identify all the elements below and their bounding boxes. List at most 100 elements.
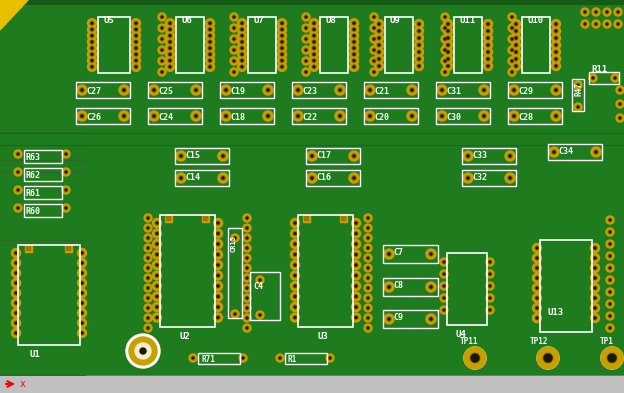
Circle shape	[160, 59, 163, 63]
Circle shape	[366, 276, 370, 280]
Circle shape	[536, 307, 538, 309]
Circle shape	[508, 57, 516, 65]
Circle shape	[489, 261, 491, 263]
Circle shape	[581, 20, 589, 28]
Circle shape	[134, 46, 138, 50]
Circle shape	[64, 152, 68, 156]
Circle shape	[15, 262, 17, 264]
Circle shape	[373, 38, 375, 40]
Circle shape	[552, 150, 556, 154]
Circle shape	[609, 255, 611, 257]
Circle shape	[351, 313, 361, 322]
Circle shape	[486, 29, 490, 33]
Circle shape	[241, 41, 243, 43]
Circle shape	[552, 20, 560, 29]
Text: C32: C32	[472, 173, 487, 182]
Circle shape	[233, 27, 235, 29]
Circle shape	[280, 28, 284, 31]
Circle shape	[418, 58, 420, 60]
Circle shape	[443, 26, 447, 30]
Circle shape	[87, 56, 97, 65]
Circle shape	[146, 316, 150, 320]
Circle shape	[216, 242, 220, 246]
Circle shape	[246, 307, 248, 309]
Circle shape	[280, 65, 284, 69]
Circle shape	[155, 316, 159, 320]
Circle shape	[512, 114, 516, 118]
Circle shape	[592, 8, 600, 16]
Circle shape	[156, 316, 158, 318]
Circle shape	[165, 50, 175, 59]
Circle shape	[205, 50, 215, 59]
Circle shape	[536, 267, 538, 269]
Circle shape	[180, 155, 182, 157]
Circle shape	[441, 35, 449, 43]
Circle shape	[366, 216, 370, 220]
Circle shape	[153, 115, 155, 117]
Circle shape	[486, 64, 490, 68]
Circle shape	[241, 28, 243, 30]
Circle shape	[335, 111, 345, 121]
Circle shape	[608, 278, 612, 282]
Circle shape	[243, 274, 251, 282]
Circle shape	[87, 50, 97, 59]
Circle shape	[335, 85, 345, 95]
Circle shape	[77, 318, 87, 327]
Circle shape	[364, 244, 372, 252]
Circle shape	[62, 186, 70, 194]
Circle shape	[64, 206, 68, 210]
Circle shape	[352, 28, 356, 31]
Circle shape	[515, 58, 517, 60]
Circle shape	[87, 31, 97, 40]
Circle shape	[367, 267, 369, 269]
Circle shape	[609, 291, 611, 293]
Circle shape	[258, 313, 262, 317]
Circle shape	[87, 44, 97, 53]
Circle shape	[310, 176, 314, 180]
Circle shape	[134, 40, 138, 44]
Circle shape	[444, 40, 452, 50]
Circle shape	[446, 50, 450, 54]
Circle shape	[259, 314, 261, 316]
Circle shape	[15, 332, 17, 334]
Circle shape	[513, 89, 515, 91]
Circle shape	[553, 114, 558, 118]
Circle shape	[430, 286, 432, 288]
Circle shape	[515, 23, 517, 25]
Circle shape	[230, 46, 238, 54]
Circle shape	[443, 273, 445, 275]
Circle shape	[135, 47, 137, 49]
Circle shape	[90, 52, 94, 56]
Circle shape	[246, 217, 248, 219]
Circle shape	[515, 44, 517, 46]
Circle shape	[515, 51, 517, 53]
Text: C25: C25	[158, 87, 173, 96]
Bar	[320, 17, 348, 73]
Circle shape	[510, 15, 514, 19]
Circle shape	[441, 13, 449, 21]
Circle shape	[414, 20, 424, 29]
Circle shape	[81, 89, 83, 91]
Circle shape	[293, 111, 303, 121]
Circle shape	[256, 311, 264, 319]
Circle shape	[146, 296, 150, 300]
Circle shape	[158, 68, 166, 76]
Circle shape	[352, 34, 356, 38]
Circle shape	[134, 34, 138, 38]
Circle shape	[14, 261, 18, 265]
Circle shape	[446, 36, 450, 40]
Circle shape	[291, 313, 300, 322]
Circle shape	[241, 22, 243, 24]
Circle shape	[367, 297, 369, 299]
Circle shape	[14, 251, 18, 255]
Circle shape	[367, 327, 369, 329]
Circle shape	[508, 176, 512, 180]
Circle shape	[388, 286, 390, 288]
Circle shape	[411, 115, 413, 117]
Circle shape	[80, 281, 84, 285]
Circle shape	[463, 151, 473, 161]
Circle shape	[607, 353, 617, 363]
Bar	[148, 108, 202, 124]
Circle shape	[15, 272, 17, 274]
Circle shape	[246, 247, 248, 249]
